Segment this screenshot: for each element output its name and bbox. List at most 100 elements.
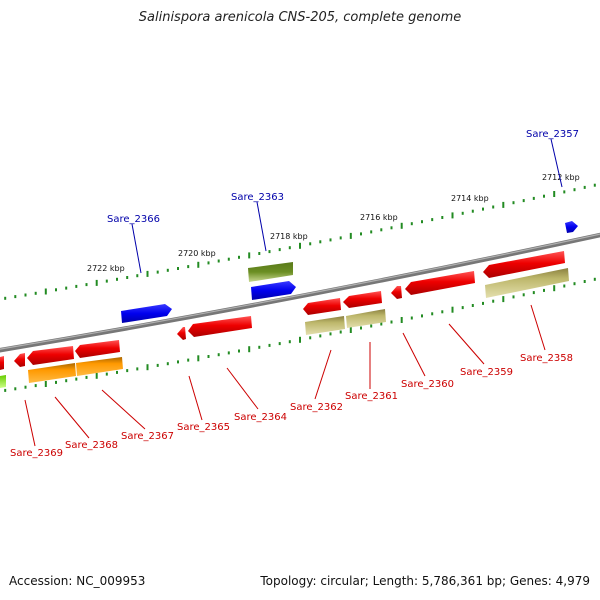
gene-arrow[interactable] (405, 271, 475, 295)
ruler-minor-tick (177, 360, 179, 364)
gene-arrow[interactable] (391, 286, 402, 299)
ruler-minor-tick (116, 370, 118, 374)
gene-arrow[interactable] (27, 346, 74, 365)
ruler-minor-tick (522, 293, 525, 297)
gene-arrow[interactable] (485, 268, 569, 298)
ruler-minor-tick (441, 310, 444, 314)
ruler-minor-tick (563, 190, 566, 194)
ruler-minor-tick (126, 369, 129, 373)
gene-label[interactable]: Sare_2368 (65, 440, 118, 451)
ruler-major-tick (248, 252, 251, 259)
gene-arrow[interactable] (346, 309, 386, 328)
gene-arrow[interactable] (251, 281, 296, 300)
ruler-major-tick (299, 336, 301, 343)
ruler-lower-ticks (4, 277, 596, 392)
gene-label[interactable]: Sare_2369 (10, 448, 63, 459)
gene-arrow[interactable] (248, 262, 293, 282)
ruler-minor-tick (573, 282, 576, 286)
ruler-major-tick (146, 270, 149, 277)
gene-label[interactable]: Sare_2362 (290, 402, 343, 413)
ruler-minor-tick (187, 358, 190, 362)
ruler-minor-tick (360, 232, 362, 236)
ruler-minor-tick (207, 261, 210, 265)
ruler-major-tick (197, 261, 200, 268)
ruler-minor-tick (217, 353, 220, 357)
ruler-minor-tick (482, 207, 484, 211)
gene-label[interactable]: Sare_2366 (107, 214, 160, 225)
ruler-minor-tick (156, 270, 159, 274)
gene-label[interactable]: Sare_2363 (231, 192, 284, 203)
ruler-minor-tick (55, 380, 57, 384)
ruler-minor-tick (329, 332, 332, 336)
gene-arrow[interactable] (75, 340, 120, 358)
gene-arrow[interactable] (483, 251, 565, 278)
gene-arrow[interactable] (0, 375, 6, 388)
gene-label[interactable]: Sare_2364 (234, 412, 287, 423)
map-title: Salinispora arenicola CNS-205, complete … (138, 10, 462, 25)
ruler-major-tick (44, 381, 47, 387)
gene-arrow[interactable] (343, 291, 382, 308)
gene-arrow[interactable] (28, 363, 76, 383)
gene-label[interactable]: Sare_2365 (177, 422, 230, 433)
ruler-major-tick (502, 201, 505, 208)
ruler-label: 2722 kbp (87, 264, 125, 273)
ruler-major-tick (146, 364, 149, 371)
gene-arrow[interactable] (565, 221, 578, 233)
ruler-minor-tick (583, 185, 586, 189)
ruler-major-tick (451, 306, 454, 313)
gene-arrow[interactable] (121, 304, 172, 323)
ruler-major-tick (553, 285, 556, 292)
ruler-minor-tick (390, 320, 393, 324)
ruler-minor-tick (390, 226, 393, 230)
ruler-minor-tick (532, 196, 535, 200)
gene-label[interactable]: Sare_2360 (401, 379, 454, 390)
ruler-minor-tick (75, 377, 78, 381)
gene-label[interactable]: Sare_2367 (121, 431, 174, 442)
ruler-minor-tick (593, 183, 596, 187)
ruler-minor-tick (116, 277, 118, 281)
ruler-minor-tick (441, 216, 444, 219)
ruler-label: 2720 kbp (178, 249, 216, 258)
ruler-minor-tick (227, 257, 230, 261)
ruler-minor-tick (166, 362, 169, 366)
gene-label[interactable]: Sare_2361 (345, 391, 398, 402)
ruler-major-tick (197, 355, 200, 362)
gene-arrow[interactable] (76, 357, 123, 376)
gene-label[interactable]: Sare_2358 (520, 353, 573, 364)
ruler-major-tick (349, 232, 352, 239)
ruler-minor-tick (85, 283, 88, 287)
gene-arrow[interactable] (177, 327, 186, 340)
ruler-minor-tick (126, 276, 129, 279)
gene-arrow[interactable] (188, 316, 252, 337)
gene-arrow[interactable] (305, 316, 345, 335)
ruler-minor-tick (34, 384, 37, 388)
ruler-minor-tick (238, 349, 240, 353)
ruler-minor-tick (268, 343, 271, 347)
ruler-minor-tick (55, 288, 57, 292)
ruler-minor-tick (136, 274, 139, 278)
gene-label[interactable]: Sare_2357 (526, 129, 579, 140)
ruler-minor-tick (421, 220, 423, 224)
gene-arrow[interactable] (0, 356, 4, 370)
ruler-label: 2716 kbp (360, 213, 398, 222)
ruler-minor-tick (543, 288, 545, 292)
ruler-minor-tick (136, 367, 139, 371)
ruler-minor-tick (583, 280, 586, 283)
ruler-minor-tick (278, 248, 281, 252)
ruler-major-tick (248, 346, 251, 353)
ruler-major-tick (553, 191, 556, 197)
ruler-minor-tick (227, 351, 230, 355)
ruler-minor-tick (421, 314, 423, 318)
accession-text: Accession: NC_009953 (9, 574, 146, 588)
ruler-minor-tick (532, 291, 535, 295)
gene-label[interactable]: Sare_2359 (460, 367, 513, 378)
ruler-minor-tick (319, 240, 322, 244)
ruler-minor-tick (319, 334, 322, 338)
gene-arrow[interactable] (14, 353, 25, 367)
ruler-minor-tick (492, 299, 495, 303)
ruler-minor-tick (288, 340, 291, 344)
gene-arrow[interactable] (303, 298, 341, 315)
ruler-minor-tick (258, 252, 261, 255)
ruler-minor-tick (278, 342, 281, 346)
